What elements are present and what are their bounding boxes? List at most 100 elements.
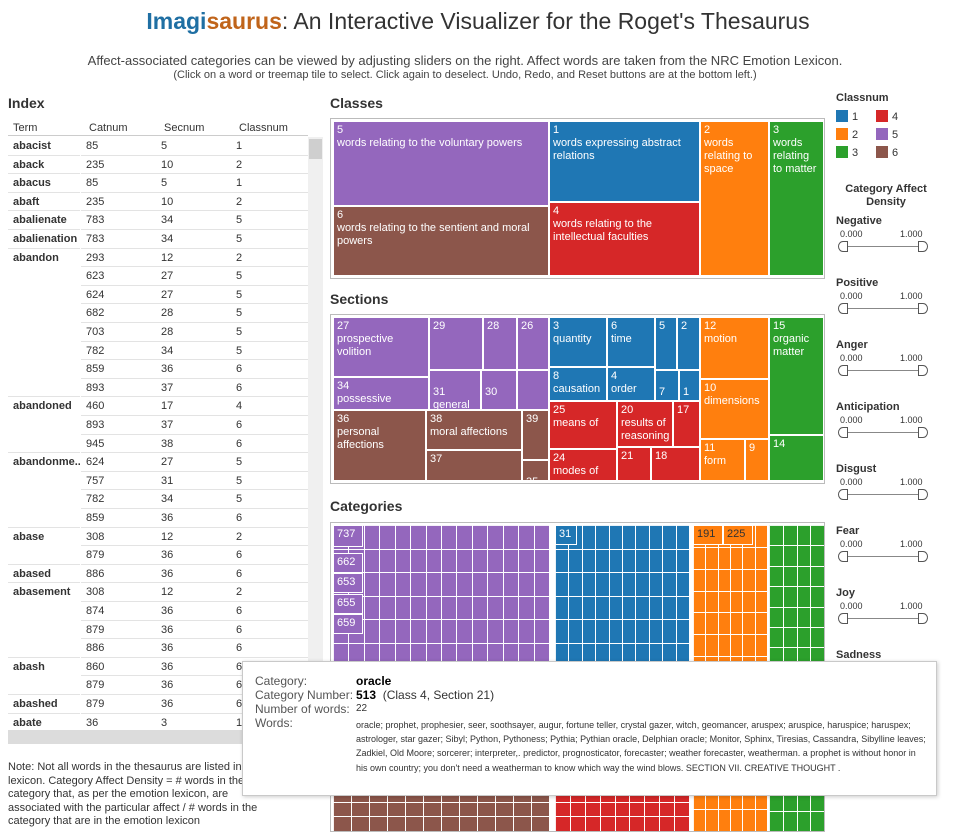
index-row[interactable]: 703 28 5 xyxy=(8,323,308,342)
section-tile-38[interactable]: 38 moral affections xyxy=(426,410,522,450)
index-cells[interactable]: 235 10 2 xyxy=(81,156,308,175)
index-cells[interactable]: 874 36 6 xyxy=(81,602,308,621)
index-cells[interactable]: 782 34 5 xyxy=(81,342,308,361)
section-tile-10[interactable]: 10 dimensions xyxy=(700,379,769,439)
index-row[interactable]: abashed 879 36 6 xyxy=(8,695,308,714)
section-tile-26[interactable]: 26 xyxy=(517,317,549,370)
index-cells[interactable]: 893 37 6 xyxy=(81,416,308,435)
index-term[interactable]: abase xyxy=(13,530,45,543)
index-row[interactable]: 879 36 6 xyxy=(8,621,308,640)
index-row[interactable]: abaft 235 10 2 xyxy=(8,193,308,212)
index-term[interactable] xyxy=(8,379,80,398)
slider-track[interactable] xyxy=(836,241,936,252)
index-cells[interactable]: 783 34 5 xyxy=(81,211,308,230)
legend-item-1[interactable]: 1 xyxy=(836,110,858,123)
col-header-catnum[interactable]: Catnum xyxy=(89,122,128,134)
slider-track[interactable] xyxy=(836,427,936,438)
section-tile-30[interactable]: 30 xyxy=(481,370,517,410)
scrollbar-thumb[interactable] xyxy=(309,139,322,159)
index-cells[interactable]: 85 5 1 xyxy=(81,137,308,156)
index-cells[interactable]: 879 36 6 xyxy=(81,621,308,640)
category-tile-659[interactable]: 659 xyxy=(333,614,363,634)
index-cells[interactable]: 624 27 5 xyxy=(81,286,308,305)
index-row[interactable]: 623 27 5 xyxy=(8,267,308,286)
section-tile-21[interactable]: 21 xyxy=(617,447,651,481)
index-term[interactable] xyxy=(8,342,80,361)
index-term[interactable] xyxy=(8,267,80,286)
index-row[interactable]: 945 38 6 xyxy=(8,435,308,454)
legend-item-5[interactable]: 5 xyxy=(876,128,898,141)
section-tile-35[interactable]: 35 xyxy=(522,460,549,481)
index-row[interactable]: 782 34 5 xyxy=(8,490,308,509)
section-tile-9[interactable]: 9 xyxy=(745,439,769,481)
index-row[interactable]: abandonme.. 624 27 5 xyxy=(8,453,308,472)
section-tile-small-violet[interactable] xyxy=(517,370,549,410)
index-row[interactable]: 859 36 6 xyxy=(8,509,308,528)
index-cells[interactable]: 624 27 5 xyxy=(81,453,308,472)
section-tile-31[interactable]: 31 general xyxy=(429,370,481,410)
legend-item-2[interactable]: 2 xyxy=(836,128,858,141)
index-cells[interactable]: 886 36 6 xyxy=(81,565,308,584)
index-cells[interactable]: 235 10 2 xyxy=(81,193,308,212)
index-cells[interactable]: 703 28 5 xyxy=(81,323,308,342)
slider-track[interactable] xyxy=(836,489,936,500)
slider-max-handle[interactable] xyxy=(918,613,928,624)
slider-max-handle[interactable] xyxy=(918,551,928,562)
slider-max-handle[interactable] xyxy=(918,489,928,500)
index-cells[interactable]: 308 12 2 xyxy=(81,583,308,602)
section-tile-29[interactable]: 29 xyxy=(429,317,483,370)
index-row[interactable]: abash 860 36 6 xyxy=(8,658,308,677)
category-tile-31[interactable]: 31 xyxy=(555,525,577,545)
index-cells[interactable]: 85 5 1 xyxy=(81,174,308,193)
section-tile-37[interactable]: 37 xyxy=(426,450,522,481)
section-tile-11[interactable]: 11 form xyxy=(700,439,745,481)
index-term[interactable]: abaft xyxy=(8,193,80,212)
index-row[interactable]: 893 37 6 xyxy=(8,379,308,398)
category-tile-662[interactable]: 662 xyxy=(333,553,363,573)
section-tile-6[interactable]: 6 time xyxy=(607,317,655,367)
section-tile-5[interactable]: 5 xyxy=(655,317,677,370)
class-tile-3[interactable]: 3 words relating to matter xyxy=(769,121,824,276)
col-header-secnum[interactable]: Secnum xyxy=(164,122,205,134)
index-row[interactable]: 624 27 5 xyxy=(8,286,308,305)
index-vertical-scrollbar[interactable] xyxy=(308,137,323,748)
index-term[interactable] xyxy=(8,472,80,491)
index-cells[interactable]: 886 36 6 xyxy=(81,639,308,658)
index-term[interactable]: abasement xyxy=(13,586,71,599)
index-term[interactable] xyxy=(8,286,80,305)
index-row[interactable]: abalienate 783 34 5 xyxy=(8,211,308,230)
section-tile-39[interactable]: 39 xyxy=(522,410,549,460)
legend-item-6[interactable]: 6 xyxy=(876,146,898,159)
index-term[interactable] xyxy=(8,304,80,323)
section-tile-4[interactable]: 4 order xyxy=(607,367,655,401)
section-tile-2[interactable]: 2 xyxy=(677,317,700,370)
section-tile-36[interactable]: 36 personal affections xyxy=(333,410,426,481)
class-tile-1[interactable]: 1 words expressing abstract relations xyxy=(549,121,700,202)
index-term[interactable] xyxy=(8,639,80,658)
index-cells[interactable]: 879 36 6 xyxy=(81,546,308,565)
index-term[interactable] xyxy=(8,676,80,695)
index-cells[interactable]: 460 17 4 xyxy=(81,397,308,416)
slider-max-handle[interactable] xyxy=(918,241,928,252)
index-term[interactable] xyxy=(8,323,80,342)
slider-min-handle[interactable] xyxy=(838,489,848,500)
index-term[interactable] xyxy=(8,360,80,379)
category-tile-191[interactable]: 191 xyxy=(693,525,723,545)
index-term[interactable] xyxy=(8,602,80,621)
slider-track[interactable] xyxy=(836,551,936,562)
section-tile-8[interactable]: 8 causation xyxy=(549,367,607,401)
index-row[interactable]: 893 37 6 xyxy=(8,416,308,435)
index-row[interactable]: abandoned 460 17 4 xyxy=(8,397,308,416)
index-row[interactable]: aback 235 10 2 xyxy=(8,156,308,175)
index-term[interactable]: abandonme.. xyxy=(13,456,80,469)
section-tile-17[interactable]: 17 xyxy=(673,401,700,447)
slider-track[interactable] xyxy=(836,365,936,376)
index-row[interactable]: 682 28 5 xyxy=(8,304,308,323)
index-cells[interactable]: 879 36 6 xyxy=(81,695,308,714)
index-term[interactable]: abandon xyxy=(13,251,59,264)
index-row[interactable]: 886 36 6 xyxy=(8,639,308,658)
index-row[interactable]: abasement 308 12 2 xyxy=(8,583,308,602)
index-term[interactable]: abalienation xyxy=(8,230,80,249)
legend-item-4[interactable]: 4 xyxy=(876,110,898,123)
index-cells[interactable]: 757 31 5 xyxy=(81,472,308,491)
